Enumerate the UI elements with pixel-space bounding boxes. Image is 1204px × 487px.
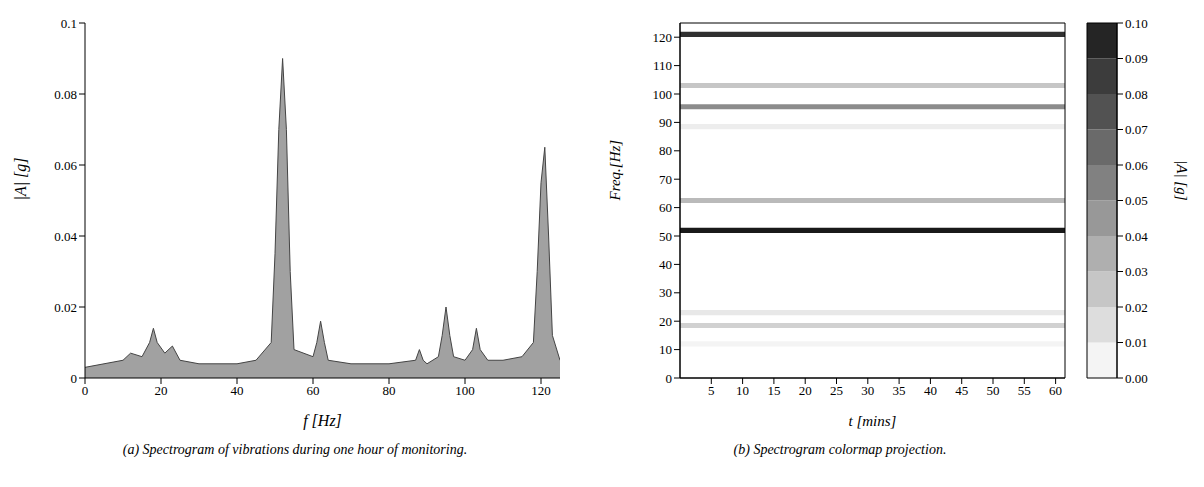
- svg-text:0.04: 0.04: [54, 229, 77, 244]
- svg-text:0.04: 0.04: [1125, 229, 1148, 244]
- svg-text:15: 15: [767, 383, 780, 398]
- svg-text:10: 10: [736, 383, 749, 398]
- svg-text:120: 120: [653, 30, 673, 45]
- svg-text:120: 120: [531, 383, 551, 398]
- svg-text:80: 80: [383, 383, 396, 398]
- svg-text:60: 60: [307, 383, 320, 398]
- html-text:(a) Spectrogram of vibrations: (a) Spectrogram of vibrations during one…: [122, 442, 468, 457]
- svg-text:45: 45: [955, 383, 968, 398]
- svg-text:0.09: 0.09: [1125, 51, 1148, 66]
- svg-text:0.07: 0.07: [1125, 122, 1148, 137]
- svg-text:100: 100: [455, 383, 475, 398]
- svg-text:0.02: 0.02: [1125, 300, 1148, 315]
- svg-text:55: 55: [1018, 383, 1031, 398]
- svg-text:20: 20: [799, 383, 812, 398]
- svg-text:40: 40: [924, 383, 937, 398]
- svg-text:0.01: 0.01: [1125, 335, 1148, 350]
- svg-text:60: 60: [1049, 383, 1062, 398]
- svg-text:25: 25: [830, 383, 843, 398]
- svg-text:0.06: 0.06: [54, 158, 77, 173]
- svg-text:|A| [g]: |A| [g]: [12, 157, 30, 200]
- svg-text:60: 60: [659, 200, 672, 215]
- svg-text:0.03: 0.03: [1125, 264, 1148, 279]
- svg-text:50: 50: [659, 229, 672, 244]
- svg-text:20: 20: [155, 383, 168, 398]
- svg-text:100: 100: [653, 87, 673, 102]
- svg-text:30: 30: [659, 285, 672, 300]
- svg-text:0.05: 0.05: [1125, 193, 1148, 208]
- svg-text:Freq.[Hz]: Freq.[Hz]: [607, 140, 623, 202]
- html-text:(b) Spectrogram colormap proje: (b) Spectrogram colormap projection.: [733, 442, 947, 457]
- svg-text:5: 5: [708, 383, 715, 398]
- svg-text:80: 80: [659, 143, 672, 158]
- svg-text:30: 30: [861, 383, 874, 398]
- svg-text:f [Hz]: f [Hz]: [303, 412, 342, 430]
- svg-text:20: 20: [659, 314, 672, 329]
- svg-text:50: 50: [987, 383, 1000, 398]
- svg-text:0.1: 0.1: [61, 16, 77, 31]
- svg-text:10: 10: [659, 342, 672, 357]
- svg-text:0.10: 0.10: [1125, 16, 1148, 31]
- svg-text:70: 70: [659, 172, 672, 187]
- svg-text:0.02: 0.02: [54, 300, 77, 315]
- svg-text:0: 0: [666, 371, 673, 386]
- svg-text:40: 40: [659, 257, 672, 272]
- svg-text:0.08: 0.08: [54, 87, 77, 102]
- svg-text:0.00: 0.00: [1125, 371, 1148, 386]
- svg-text:110: 110: [653, 58, 672, 73]
- svg-text:40: 40: [231, 383, 244, 398]
- svg-text:35: 35: [893, 383, 906, 398]
- svg-text:90: 90: [659, 115, 672, 130]
- svg-text:t [mins]: t [mins]: [849, 413, 897, 429]
- svg-text:0: 0: [82, 383, 89, 398]
- svg-text:0: 0: [71, 371, 78, 386]
- svg-text:|A| [g]: |A| [g]: [1174, 160, 1190, 200]
- svg-text:0.08: 0.08: [1125, 87, 1148, 102]
- svg-text:0.06: 0.06: [1125, 158, 1148, 173]
